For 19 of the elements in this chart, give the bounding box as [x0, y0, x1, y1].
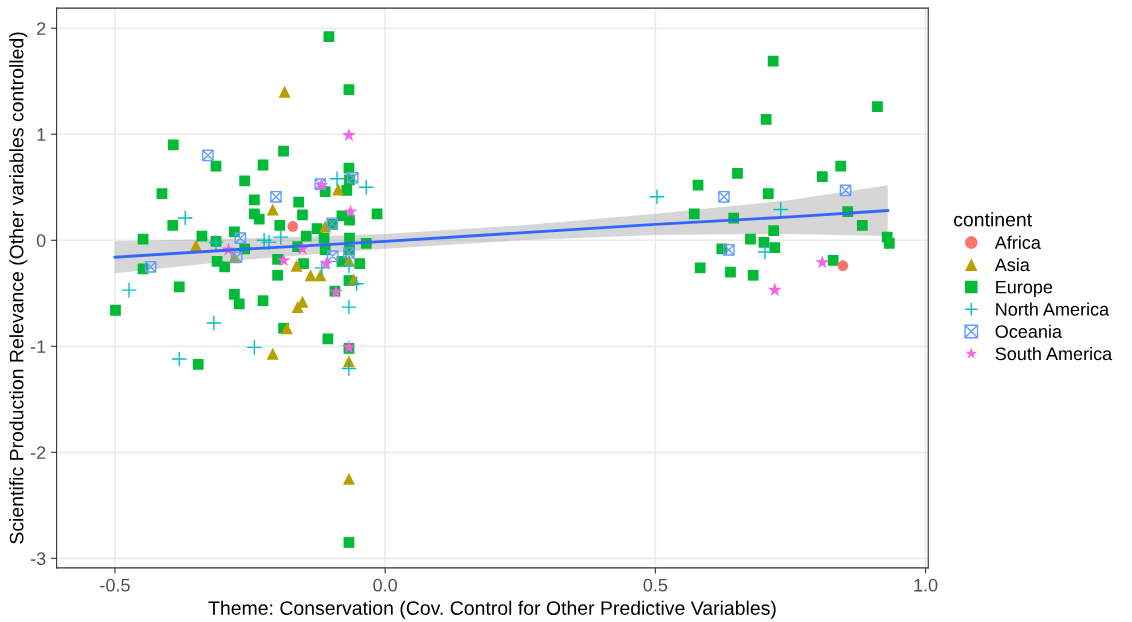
- y-tick-label: 1: [37, 128, 46, 141]
- y-tick-label: -3: [30, 552, 46, 566]
- y-tick-label: -2: [30, 446, 46, 459]
- x-tick-label: -0.5: [100, 578, 130, 592]
- x-tick-label: 0.5: [643, 578, 668, 592]
- y-tick-label: -1: [30, 340, 46, 353]
- legend-label: Europe: [996, 280, 1053, 298]
- legend-label: North America: [996, 302, 1110, 316]
- legend-label: South America: [995, 346, 1113, 361]
- x-axis-title: Theme: Conservation (Cov. Control for Other Predictive Variables): [208, 600, 776, 619]
- y-tick-label: 0: [36, 234, 46, 247]
- y-tick-label: 2: [37, 22, 46, 35]
- x-tick-label: 1.0: [914, 578, 938, 592]
- legend-label: Africa: [994, 235, 1041, 249]
- legend-label: Asia: [994, 257, 1030, 272]
- legend-title: continent: [954, 212, 1032, 227]
- x-tick-label: 0.0: [373, 578, 397, 592]
- y-axis-title: Scientific Production Relevance (Other variables controlled): [9, 32, 28, 544]
- legend-label: Oceania: [995, 324, 1062, 338]
